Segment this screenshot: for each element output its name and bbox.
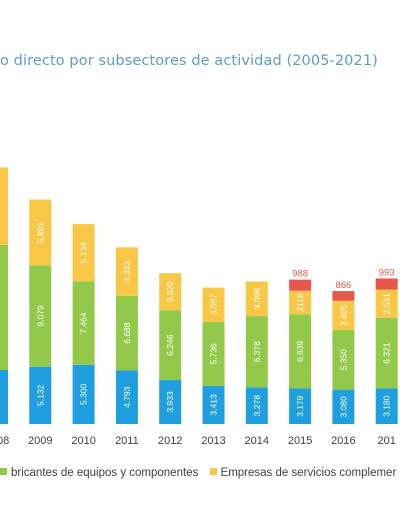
data-label-subsector-4-2015: 988 — [292, 269, 308, 280]
data-label-services-2015: 2116 — [295, 293, 305, 312]
data-label-subsector-1-2010: 5.300 — [79, 383, 89, 405]
data-label-subsector-1-201: 3.180 — [382, 395, 392, 417]
data-label-services-2014: 3.098 — [252, 288, 262, 310]
data-label-services-2011: 4.332 — [122, 261, 132, 283]
data-label-manufacturers-2008: 11.204 — [0, 294, 2, 320]
data-label-subsector-1-2014: 3.278 — [252, 395, 262, 417]
x-tick-201: 201 — [378, 435, 396, 447]
bar-manufacturers-2014 — [245, 316, 268, 388]
legend-swatch-manufacturers — [0, 468, 7, 475]
data-label-manufacturers-2011: 6.688 — [122, 322, 132, 344]
bar-manufacturers-2008 — [0, 244, 8, 370]
x-tick-2016: 2016 — [331, 435, 355, 447]
data-label-services-2013: 3.067 — [209, 294, 219, 316]
bar-services-2008 — [0, 167, 8, 245]
bar-services-2016 — [332, 300, 355, 330]
bar-manufacturers-201 — [375, 317, 398, 389]
data-label-manufacturers-2012: 6.246 — [165, 334, 175, 356]
chart-title: o directo por subsectores de actividad (… — [0, 53, 378, 69]
bar-manufacturers-2015 — [289, 314, 312, 389]
data-label-services-2009: 5.881 — [35, 222, 45, 244]
data-label-manufacturers-2016: 5.350 — [338, 349, 348, 371]
data-label-manufacturers-2010: 7.464 — [79, 312, 89, 334]
bar-manufacturers-2010 — [72, 281, 95, 365]
data-label-services-2010: 5.134 — [79, 242, 89, 264]
data-label-services-2008: 6.928 — [0, 195, 2, 217]
bar-manufacturers-2013 — [202, 321, 225, 386]
data-label-services-2016: 2.605 — [338, 304, 348, 326]
bar-subsector-4-2016 — [332, 291, 355, 301]
bar-subsector-1-2011 — [115, 370, 138, 424]
bar-manufacturers-2011 — [115, 295, 138, 371]
data-label-manufacturers-2013: 5.736 — [209, 343, 219, 365]
data-label-subsector-1-2016: 3.080 — [338, 396, 348, 418]
data-label-manufacturers-201: 6.321 — [382, 342, 392, 364]
bar-subsector-4-201 — [375, 278, 398, 290]
bar-subsector-1-201 — [375, 388, 398, 424]
data-label-subsector-1-2011: 4.793 — [122, 386, 132, 408]
data-label-manufacturers-2015: 6.639 — [295, 341, 305, 363]
x-tick-2008: 2008 — [0, 435, 9, 447]
legend: bricantes de equipos y componentes Empre… — [0, 467, 400, 479]
legend-swatch-services — [209, 468, 217, 475]
bar-services-2012 — [159, 273, 182, 311]
x-tick-2009: 2009 — [28, 435, 52, 447]
bar-subsector-1-2014 — [245, 387, 268, 424]
x-tick-2010: 2010 — [71, 435, 95, 447]
bar-services-2009 — [29, 199, 52, 266]
bar-subsector-1-2008 — [0, 369, 8, 424]
x-tick-2014: 2014 — [245, 435, 269, 447]
bar-services-2011 — [115, 247, 138, 296]
bar-services-2010 — [72, 224, 95, 282]
legend-label-manufacturers: bricantes de equipos y componentes — [11, 467, 199, 479]
data-label-subsector-4-2016: 866 — [335, 280, 351, 291]
data-label-subsector-1-2015: 3.179 — [295, 395, 305, 417]
bar-services-2015 — [289, 290, 312, 315]
bar-manufacturers-2012 — [159, 310, 182, 381]
legend-item-manufacturers: bricantes de equipos y componentes — [0, 467, 198, 479]
bar-manufacturers-2016 — [332, 329, 355, 390]
x-tick-2015: 2015 — [288, 435, 312, 447]
data-label-subsector-1-2012: 3.933 — [165, 391, 175, 413]
data-label-manufacturers-2014: 6.378 — [252, 341, 262, 363]
bar-subsector-1-2012 — [159, 380, 182, 424]
data-label-subsector-4-201: 993 — [379, 268, 395, 279]
bar-subsector-1-2015 — [289, 388, 312, 424]
data-label-services-2012: 3.320 — [165, 281, 175, 303]
bar-subsector-1-2016 — [332, 389, 355, 424]
bar-subsector-1-2013 — [202, 385, 225, 424]
legend-item-services: Empresas de servicios complemer — [209, 467, 397, 479]
data-label-subsector-1-2008: 4.837 — [0, 386, 2, 408]
bar-manufacturers-2009 — [29, 265, 52, 367]
bar-services-2014 — [245, 281, 268, 317]
bar-services-201 — [375, 289, 398, 318]
bar-subsector-4-2015 — [289, 279, 312, 291]
bar-services-2013 — [202, 287, 225, 322]
x-tick-2011: 2011 — [115, 435, 139, 447]
data-label-manufacturers-2009: 9.079 — [35, 305, 45, 327]
x-tick-2012: 2012 — [158, 435, 182, 447]
bar-subsector-1-2010 — [72, 364, 95, 424]
data-label-subsector-1-2013: 3.413 — [209, 394, 219, 416]
legend-label-services: Empresas de servicios complemer — [220, 467, 397, 479]
data-label-services-201: 2.531 — [382, 293, 392, 315]
data-label-subsector-1-2009: 5.132 — [35, 384, 45, 406]
x-tick-2013: 2013 — [201, 435, 225, 447]
bar-subsector-1-2009 — [29, 366, 52, 424]
